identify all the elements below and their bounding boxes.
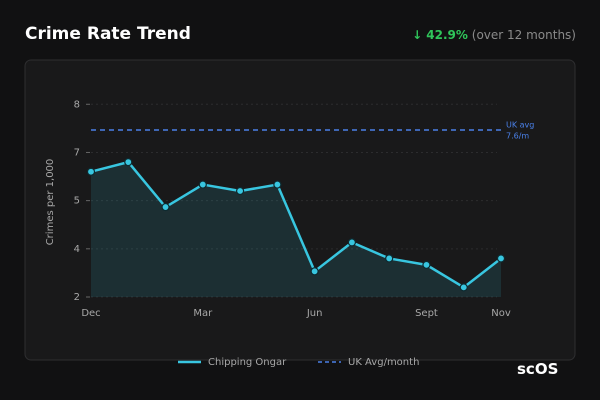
x-tick-label: Mar xyxy=(193,308,213,319)
y-tick-label: 5 xyxy=(74,196,80,207)
point xyxy=(161,202,170,212)
change: ↓ 42.9% (over 12 months) xyxy=(412,28,576,42)
watermark: scOS xyxy=(517,360,559,378)
legend-label: Chipping Ongar xyxy=(208,357,287,368)
y-tick-label: 7 xyxy=(74,147,80,158)
y-tick-label: 2 xyxy=(74,292,80,303)
point xyxy=(496,254,506,263)
title: Crime Rate Trend xyxy=(25,24,191,44)
annotation: 7.6/m xyxy=(506,131,529,140)
point xyxy=(124,157,133,167)
point xyxy=(86,167,96,176)
legend-label: UK Avg/month xyxy=(348,357,419,368)
y-tick-label: 8 xyxy=(74,99,80,110)
x-tick-label: Jun xyxy=(306,308,323,319)
point xyxy=(198,180,207,189)
point xyxy=(235,186,245,196)
point xyxy=(310,267,319,276)
y-tick-label: 4 xyxy=(74,244,80,255)
header: Crime Rate Trend ↓ 42.9% (over 12 months… xyxy=(25,24,576,44)
line xyxy=(90,160,502,289)
change-value: ↓ 42.9% xyxy=(412,28,468,42)
annotation: UK avg xyxy=(506,120,534,129)
card xyxy=(24,59,576,361)
x-tick-label: Sept xyxy=(415,308,438,319)
point xyxy=(422,260,431,269)
change-period: (over 12 months) xyxy=(471,28,576,42)
point xyxy=(273,180,282,189)
point xyxy=(347,238,357,247)
point xyxy=(459,283,468,292)
x-tick-label: Dec xyxy=(81,308,100,319)
x-tick-label: Nov xyxy=(491,308,511,319)
y-axis-label: Crimes per 1,000 xyxy=(45,159,56,246)
point xyxy=(385,254,394,263)
